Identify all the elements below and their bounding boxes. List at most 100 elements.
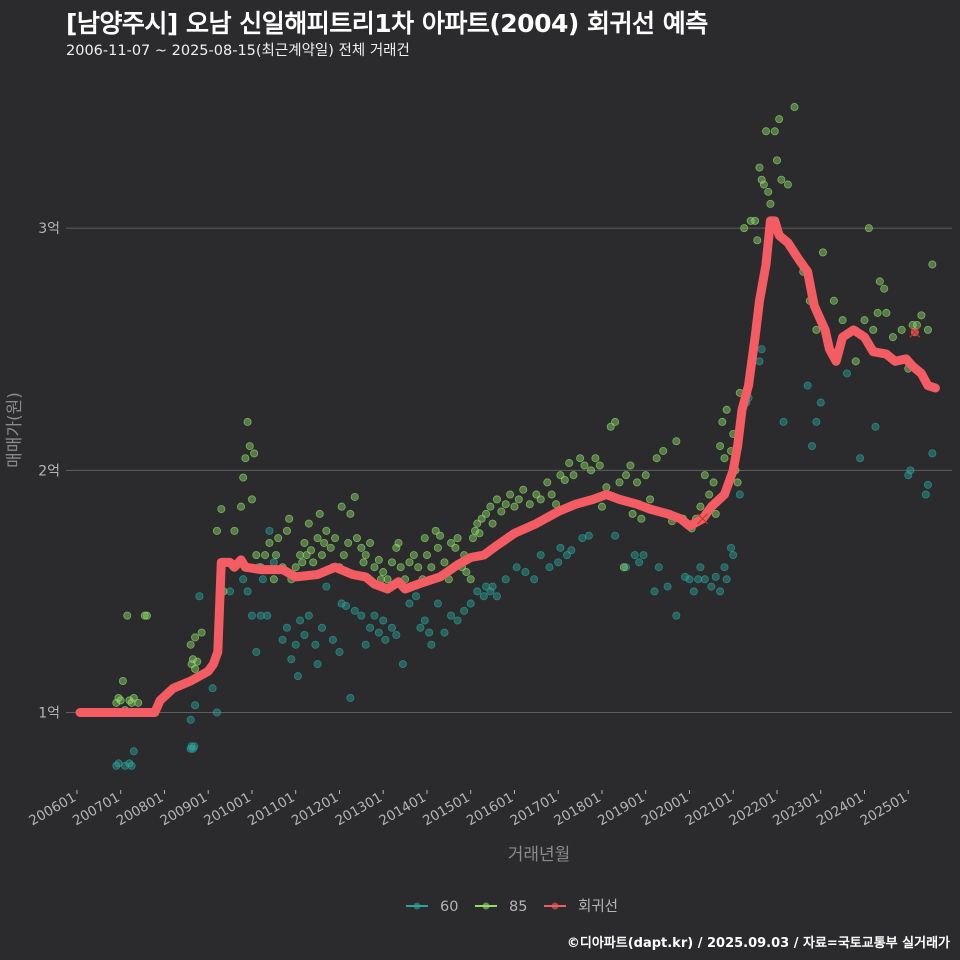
scatter-point-85: [320, 538, 329, 547]
regression-layer: [75, 216, 940, 717]
scatter-point-60: [460, 606, 469, 615]
scatter-point-60: [685, 575, 694, 584]
points-layer: [110, 103, 937, 770]
scatter-point-85: [409, 551, 418, 560]
x-tick-label: 201001: [201, 790, 254, 830]
scatter-point-85: [818, 248, 827, 257]
scatter-point-60: [635, 558, 644, 567]
source-credit: ©디아파트(dapt.kr) / 2025.09.03 / 자료=국토교통부 실…: [566, 936, 950, 951]
legend-label-60: 60: [440, 899, 458, 915]
scatter-point-60: [923, 480, 932, 489]
scatter-point-60: [387, 623, 396, 632]
scatter-point-60: [420, 616, 429, 625]
scatter-point-85: [387, 558, 396, 567]
scatter-point-85: [466, 575, 475, 584]
scatter-point-85: [880, 284, 889, 293]
scatter-point-85: [536, 495, 545, 504]
scatter-point-60: [188, 744, 197, 753]
scatter-point-60: [453, 616, 462, 625]
scatter-point-60: [129, 747, 138, 756]
scatter-point-85: [597, 502, 606, 511]
scatter-point-60: [716, 587, 725, 596]
scatter-point-85: [740, 224, 749, 233]
scatter-point-60: [536, 551, 545, 560]
scatter-point-60: [654, 563, 663, 572]
scatter-point-85: [252, 551, 261, 560]
scatter-point-60: [311, 640, 320, 649]
scatter-point-60: [700, 575, 709, 584]
scatter-point-85: [339, 551, 348, 560]
scatter-point-85: [864, 224, 873, 233]
scatter-point-85: [269, 575, 278, 584]
scatter-point-85: [344, 538, 353, 547]
scatter-point-85: [753, 236, 762, 245]
scatter-point-85: [142, 611, 151, 620]
scatter-point-85: [838, 316, 847, 325]
scatter-point-60: [479, 592, 488, 601]
scatter-point-60: [622, 563, 631, 572]
scatter-point-60: [779, 417, 788, 426]
scatter-point-85: [309, 558, 318, 567]
scatter-point-85: [637, 514, 646, 523]
x-tick-label: 200601: [26, 790, 79, 830]
scatter-point-60: [816, 398, 825, 407]
scatter-point-60: [711, 572, 720, 581]
chart-subtitle: 2006-11-07 ~ 2025-08-15(최근계약일) 전체 거래건: [66, 43, 410, 59]
scatter-point-85: [125, 696, 134, 705]
x-tick-label: 201601: [464, 790, 517, 830]
scatter-point-85: [197, 628, 206, 637]
scatter-point-60: [530, 575, 539, 584]
scatter-point-85: [261, 551, 270, 560]
scatter-point-60: [243, 587, 252, 596]
scatter-point-60: [630, 551, 639, 560]
scatter-point-85: [291, 563, 300, 572]
scatter-point-60: [300, 631, 309, 640]
scatter-point-85: [560, 476, 569, 485]
scatter-point-85: [285, 514, 294, 523]
grid-layer: [66, 227, 952, 714]
x-tick-label: 201501: [420, 790, 473, 830]
scatter-point-85: [873, 308, 882, 317]
axis-layer: 1억 2억 3억 2006012007012008012009012010012011…: [5, 221, 910, 865]
scatter-point-85: [468, 534, 477, 543]
scatter-point-85: [357, 543, 366, 552]
scatter-point-85: [374, 555, 383, 564]
scatter-point-85: [882, 308, 891, 317]
scatter-point-85: [414, 563, 423, 572]
scatter-point-85: [245, 442, 254, 451]
scatter-point-85: [396, 563, 405, 572]
scatter-point-85: [587, 466, 596, 475]
legend-marker-regression: [551, 902, 559, 910]
scatter-point-85: [716, 442, 725, 451]
scatter-point-85: [525, 500, 534, 509]
scatter-point-85: [383, 575, 392, 584]
scatter-point-85: [296, 551, 305, 560]
scatter-point-60: [293, 672, 302, 681]
scatter-point-85: [733, 478, 742, 487]
scatter-point-85: [379, 568, 388, 577]
x-tick-label: 201201: [289, 790, 342, 830]
scatter-point-60: [361, 640, 370, 649]
scatter-point-60: [584, 531, 593, 540]
legend-marker-60: [413, 902, 421, 910]
scatter-point-60: [735, 490, 744, 499]
scatter-point-85: [274, 534, 283, 543]
scatter-point-60: [639, 551, 648, 560]
scatter-point-60: [112, 761, 121, 770]
highlight-cross: [697, 513, 709, 525]
scatter-point-85: [322, 526, 331, 535]
scatter-point-60: [278, 635, 287, 644]
scatter-point-60: [803, 381, 812, 390]
scatter-point-85: [812, 325, 821, 334]
x-tick-label: 202101: [683, 790, 736, 830]
scatter-point-60: [337, 599, 346, 608]
scatter-point-85: [619, 563, 628, 572]
scatter-point-60: [125, 759, 134, 768]
x-tick-label: 201701: [508, 790, 561, 830]
scatter-point-85: [272, 551, 281, 560]
scatter-point-85: [313, 534, 322, 543]
scatter-point-60: [258, 575, 267, 584]
scatter-point-85: [632, 478, 641, 487]
x-tick-label: 201401: [376, 790, 429, 830]
scatter-point-85: [337, 502, 346, 511]
